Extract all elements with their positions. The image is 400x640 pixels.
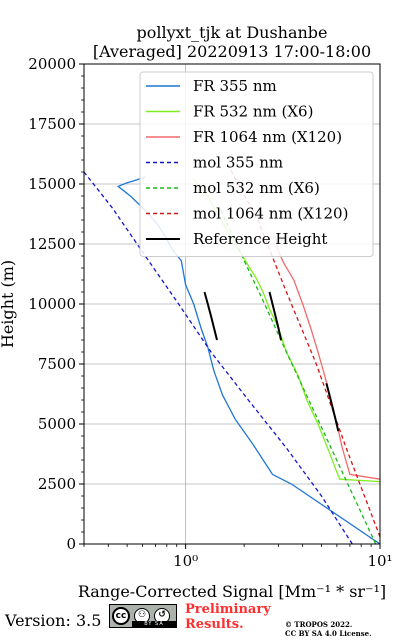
copyright-notice: © TROPOS 2022. CC BY SA 4.0 License. (285, 620, 372, 638)
series-line-fr-1064-nm-x120 (274, 236, 380, 480)
series-line-mol-355-nm (84, 171, 353, 544)
y-tick-label-1: 2500 (38, 475, 76, 493)
license-line: CC BY SA 4.0 License. (285, 629, 372, 638)
y-tick-label-4: 10000 (28, 295, 76, 313)
cc-icon: cc (112, 607, 130, 625)
preliminary-line1: Preliminary (185, 602, 271, 617)
y-tick-label-7: 17500 (28, 115, 76, 133)
legend-label-1: FR 532 nm (X6) (193, 103, 313, 121)
preliminary-notice: Preliminary Results. (185, 602, 271, 632)
person-icon: ⚇ (134, 608, 150, 624)
y-tick-label-5: 12500 (28, 235, 76, 253)
preliminary-line2: Results. (185, 617, 244, 632)
version-label: Version: 3.5 (5, 611, 102, 630)
cc-strip-label: BY SA (132, 621, 176, 627)
legend-label-6: Reference Height (193, 230, 327, 248)
chart-title-line1: pollyxt_tjk at Dushanbe (136, 23, 327, 42)
legend-box (139, 71, 374, 257)
legend-label-2: FR 1064 nm (X120) (193, 128, 342, 146)
legend-label-0: FR 355 nm (193, 77, 277, 95)
axes-ticks: 0 2500 5000 7500 10000 12500 15000 17500 20000 10… (28, 55, 392, 570)
series-line-reference-height-1 (268, 291, 283, 341)
x-axis-label: Range-Corrected Signal [Mm⁻¹ * sr⁻¹] (78, 582, 386, 601)
copyright-line: © TROPOS 2022. (285, 620, 353, 629)
series-line-reference-height-2 (325, 382, 340, 432)
legend-label-5: mol 1064 nm (X120) (193, 205, 348, 223)
chart-title-line2: [Averaged] 20220913 17:00-18:00 (93, 42, 371, 61)
legend: FR 355 nm FR 532 nm (X6) FR 1064 nm (X120)… (139, 71, 374, 257)
legend-label-4: mol 532 nm (X6) (193, 179, 320, 197)
x-tick-label-1: 10¹ (367, 552, 392, 570)
cc-license-badge[interactable]: cc ⚇ ↺ BY SA (109, 604, 177, 628)
y-tick-label-0: 0 (66, 535, 76, 553)
y-tick-label-6: 15000 (28, 175, 76, 193)
y-tick-label-2: 5000 (38, 415, 76, 433)
y-tick-label-8: 20000 (28, 55, 76, 73)
y-tick-label-3: 7500 (38, 355, 76, 373)
legend-label-3: mol 355 nm (193, 154, 283, 172)
y-axis-label: Height (m) (0, 260, 17, 348)
series-line-reference-height-0 (203, 291, 218, 341)
series-line-fr-355-nm (116, 176, 380, 544)
series-line-mol-532-nm-x6 (219, 207, 377, 544)
x-tick-label-0: 10⁰ (173, 552, 198, 570)
